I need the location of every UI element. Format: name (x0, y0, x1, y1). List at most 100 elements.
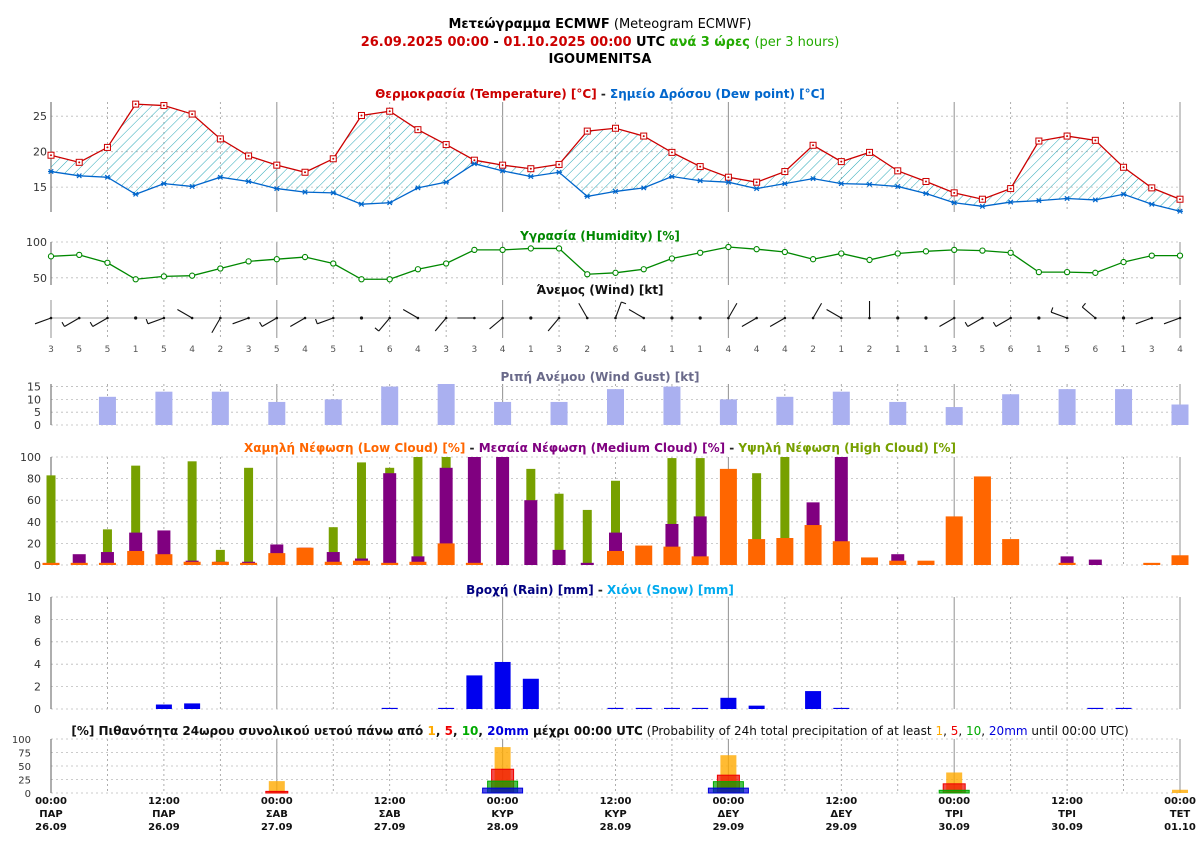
wind-speed-label: 6 (613, 345, 619, 355)
precipitation-panel-title-part-0: Βροχή (Rain) [mm] (466, 583, 594, 597)
chart-title: Μετεώγραμμα ECMWF (Meteogram ECMWF) (0, 17, 1200, 33)
humidity-point (273, 256, 280, 263)
wind-barb-base (1094, 316, 1097, 320)
temperature-panel-title: Θερμοκρασία (Temperature) [°C] - Σημείο … (375, 87, 825, 101)
dewpoint-point-stroke (782, 180, 788, 187)
low-cloud-bar (324, 561, 342, 565)
temperature-point-dot (50, 154, 52, 157)
wind-barb-flag (259, 321, 263, 327)
probability-bar-5mm (265, 790, 289, 794)
low-cloud-bar (748, 539, 766, 565)
time-axis-time-label: 00:00 (487, 796, 519, 807)
gust-bar (719, 399, 737, 425)
time-axis-day-label: ΤΡΙ (945, 809, 963, 820)
wind-speed-label: 2 (217, 345, 223, 355)
cloud-ytick-label: 40 (27, 516, 41, 529)
wind-barb (378, 317, 391, 332)
dewpoint-point (217, 174, 224, 180)
cloud-panel-title-part-0: Χαμηλή Νέφωση (Low Cloud) [%] (244, 441, 465, 455)
wind-barb-flag (992, 321, 997, 327)
probability-panel-title-part-10: 1 (935, 724, 943, 738)
medium-cloud-bar (891, 554, 905, 565)
humidity-point (866, 256, 873, 264)
time-axis-date-label: 01.10 (1164, 822, 1196, 833)
wind-speed-label: 1 (528, 345, 534, 355)
temperature-point-dot (558, 163, 561, 166)
probability-panel-title-part-17: until 00:00 UTC) (1028, 724, 1129, 738)
wind-speed-label: 1 (1121, 345, 1127, 355)
wind-barb-base (501, 316, 504, 320)
low-cloud-bar (240, 562, 258, 565)
wind-barb-base (49, 316, 53, 320)
wind-speed-label: 1 (1036, 345, 1042, 355)
low-cloud-bar (1058, 562, 1076, 565)
dewpoint-point-stroke (1177, 208, 1183, 214)
dewpoint-point-stroke (1008, 199, 1014, 205)
location-name: IGOUMENITSA (548, 52, 652, 67)
low-cloud-bar (352, 560, 370, 565)
precipitation-panel-title-part-2: Χιόνι (Snow) [mm] (607, 583, 734, 597)
dewpoint-point (132, 191, 139, 197)
humidity-point (1035, 268, 1043, 276)
low-cloud-bar (691, 556, 709, 565)
temperature-point-dot (1094, 139, 1097, 142)
time-axis-date-label: 29.09 (713, 822, 745, 833)
low-cloud-bar (127, 550, 145, 565)
wind-speed-label: 5 (330, 345, 336, 355)
wind-barb (727, 303, 738, 319)
time-axis-date-label: 28.09 (487, 822, 519, 833)
time-axis-day-label: ΤΕΤ (1170, 809, 1191, 820)
wind-barb-base (331, 316, 335, 320)
humidity-point (838, 250, 845, 257)
wind-speed-label: 4 (754, 345, 760, 355)
time-axis-day-label: ΚΥΡ (604, 809, 626, 820)
time-axis-date-label: 29.09 (825, 822, 857, 833)
dewpoint-point (330, 190, 337, 196)
temperature-point-dot (783, 170, 786, 173)
temperature-point-dot (670, 151, 673, 154)
humidity-point (47, 253, 55, 260)
dewpoint-point (951, 200, 958, 206)
gust-bar (324, 399, 342, 425)
high-cloud-bar (582, 509, 592, 565)
wind-speed-label: 4 (641, 345, 647, 355)
dewpoint-point-stroke (556, 169, 562, 175)
wind-barb-base (727, 316, 730, 320)
dewpoint-point (527, 173, 534, 180)
wind-calm-dot (698, 316, 702, 320)
probability-panel-title-part-11: , (943, 724, 951, 738)
time-axis-date-label: 26.09 (148, 822, 180, 833)
dewpoint-point-stroke (217, 174, 223, 180)
wind-calm-dot (134, 316, 138, 320)
low-cloud-bar (437, 543, 455, 565)
time-axis-date-label: 27.09 (374, 822, 406, 833)
wind-barb (547, 317, 560, 332)
dewpoint-point-stroke (669, 173, 675, 180)
probability-panel-title-part-12: 5 (951, 724, 959, 738)
high-cloud-bar (611, 480, 620, 565)
gust-bar (1002, 394, 1020, 425)
rain-bar (748, 705, 765, 709)
probability-ytick-label: 75 (18, 749, 31, 760)
wind-speed-label: 4 (782, 345, 788, 355)
low-cloud-bar (465, 562, 483, 565)
dewpoint-point-stroke (302, 189, 308, 195)
dewpoint-point-stroke (471, 161, 477, 167)
humidity-point (217, 265, 224, 272)
wind-barb-flag (1050, 307, 1054, 313)
wind-barb-flag (61, 321, 65, 327)
time-axis-day-label: ΔΕΥ (717, 809, 740, 820)
wind-calm-dot (670, 316, 674, 320)
high-cloud-bar (187, 461, 197, 565)
wind-speed-label: 4 (415, 345, 421, 355)
wind-barb (578, 303, 588, 319)
gust-panel-title: Ριπή Ανέμου (Wind Gust) [kt] (501, 370, 700, 384)
cloud-panel-title-part-4: Υψηλή Νέφωση (High Cloud) [%] (737, 441, 956, 455)
low-cloud-bar (804, 525, 822, 565)
medium-cloud-bar (467, 457, 481, 565)
wind-speed-label: 5 (274, 345, 280, 355)
gust-bar (550, 401, 568, 425)
humidity-point (979, 247, 986, 254)
wind-barb (812, 303, 823, 319)
humidity-point (1007, 249, 1014, 256)
